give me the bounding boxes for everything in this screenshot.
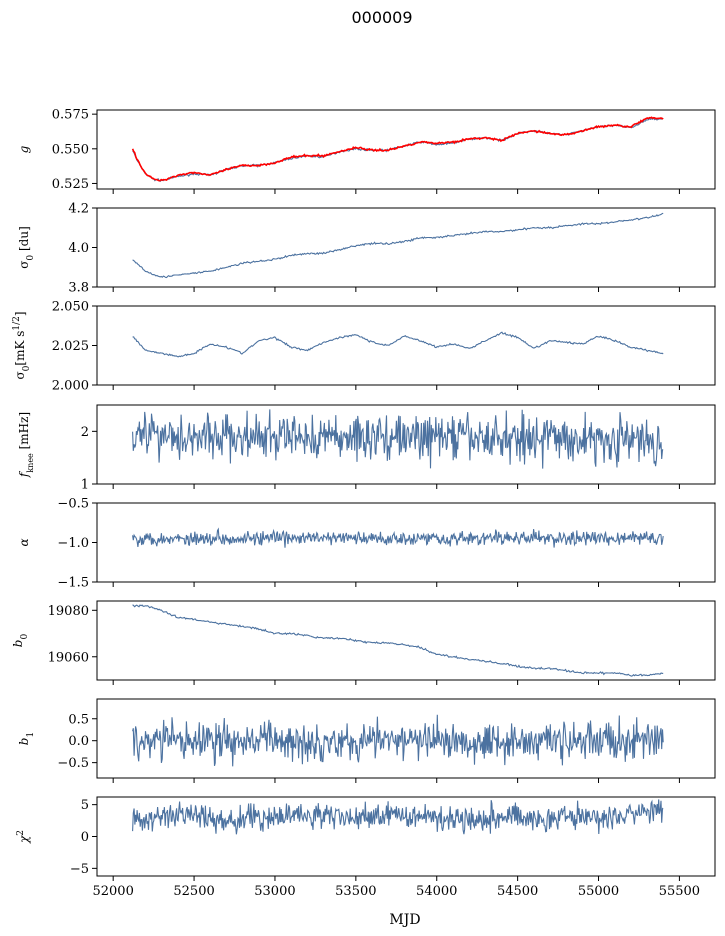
series-line-7-0 (132, 799, 664, 835)
axes-frame-5 (96, 600, 716, 681)
x-tick-label-0: 52000 (92, 884, 133, 899)
y-tick-label-7-0: −5 (70, 862, 89, 877)
x-tick-label-3: 53500 (335, 884, 376, 899)
panel-7: −5 0 5 52000 52500 53000 53500 54000 54500 55000 5… (16, 796, 716, 899)
y-tick-label-1-0: 3.8 (68, 281, 89, 296)
panel-4: −1.5 −1.0 −0.5 α (17, 497, 716, 591)
figure-title: 000009 (351, 8, 412, 27)
y-tick-label-1-1: 4.0 (68, 241, 89, 256)
x-tick-label-1: 52500 (173, 884, 214, 899)
series-line-5-0 (132, 604, 664, 677)
axes-frame-3 (96, 404, 716, 485)
series-line-0-0 (132, 117, 664, 182)
y-tick-label-5-1: 19080 (48, 604, 89, 619)
y-tick-label-4-1: −1.0 (57, 536, 89, 551)
series-line-6-0 (132, 714, 664, 767)
x-tick-label-6: 55000 (578, 884, 619, 899)
y-tick-label-2-1: 2.025 (52, 339, 89, 354)
y-axis-label-4: α (17, 538, 31, 546)
axes-frame-2 (96, 305, 716, 386)
y-axis-label-1: σ0 [du] (17, 226, 36, 269)
panel-1: 3.8 4.0 4.2 σ0 [du] (17, 202, 716, 296)
y-tick-label-6-0: −0.5 (57, 756, 89, 771)
y-axis-label-0: g (17, 145, 31, 153)
y-axis-label-5: b0 (11, 634, 30, 648)
series-line-2-0 (132, 331, 664, 358)
y-axis-label-3: fknee [mHz] (17, 412, 35, 478)
y-tick-label-0-1: 0.550 (52, 142, 89, 157)
panel-3: 1 2 fknee [mHz] (17, 404, 716, 493)
y-tick-label-4-0: −1.5 (57, 576, 89, 591)
x-tick-label-5: 54500 (497, 884, 538, 899)
panel-2: 2.000 2.025 2.050 σ0[mK s1/2] (12, 300, 716, 394)
y-tick-label-4-2: −0.5 (57, 497, 89, 512)
x-tick-label-2: 53000 (254, 884, 295, 899)
panel-0: 0.525 0.550 0.575 g (17, 108, 716, 194)
y-tick-label-6-2: 0.5 (68, 712, 89, 727)
x-axis-label: MJD (389, 912, 420, 928)
y-tick-label-1-2: 4.2 (68, 202, 89, 217)
y-tick-label-3-0: 1 (81, 478, 89, 493)
y-tick-label-3-1: 2 (81, 425, 89, 440)
panel-6: −0.5 0.0 0.5 b1 (17, 698, 716, 783)
axes-frame-1 (96, 207, 716, 288)
y-tick-label-0-0: 0.525 (52, 177, 89, 192)
y-axis-label-2: σ0[mK s1/2] (12, 311, 32, 379)
y-tick-label-5-0: 19060 (48, 650, 89, 665)
y-tick-label-2-2: 2.050 (52, 300, 89, 315)
series-line-4-0 (132, 527, 664, 548)
series-line-0-1 (131, 116, 664, 182)
panel-5: 19060 19080 b0 (11, 600, 716, 685)
y-tick-label-2-0: 2.000 (52, 379, 89, 394)
y-axis-label-6: b1 (17, 732, 36, 745)
x-tick-label-7: 55500 (659, 884, 700, 899)
series-line-3-0 (132, 409, 664, 469)
x-tick-label-4: 54000 (416, 884, 457, 899)
y-tick-label-6-1: 0.0 (68, 734, 89, 749)
axes-frame-6 (96, 698, 716, 779)
series-line-1-0 (132, 212, 664, 279)
y-tick-label-7-2: 5 (81, 798, 89, 813)
y-tick-label-0-2: 0.575 (52, 108, 89, 123)
y-tick-label-7-1: 0 (81, 830, 89, 845)
axes-frame-0 (96, 109, 716, 190)
y-axis-label-7: χ2 (16, 830, 31, 844)
